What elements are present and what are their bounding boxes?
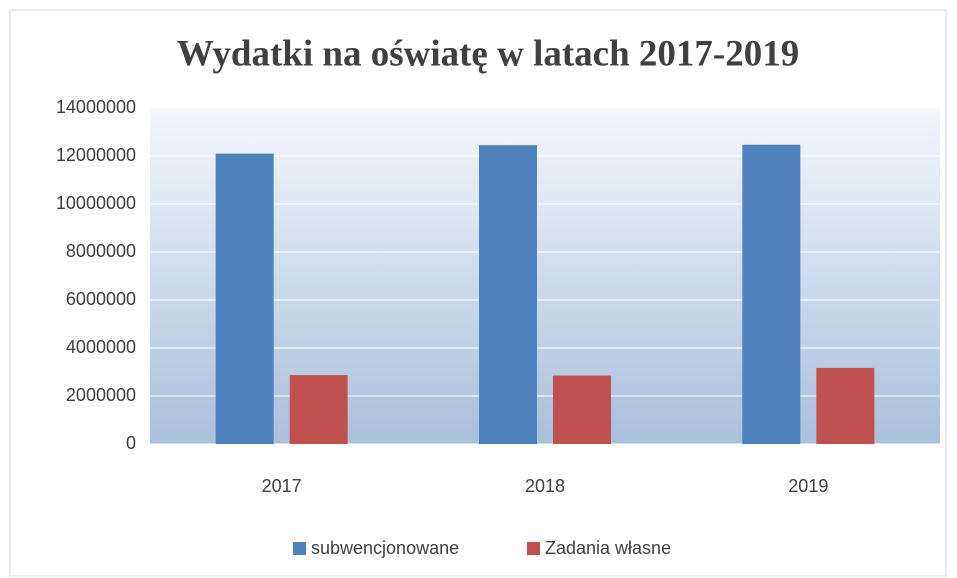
- x-tick-label: 2018: [525, 476, 565, 496]
- plot-area: [150, 108, 940, 444]
- legend-label: Zadania własne: [545, 538, 671, 558]
- chart-title: Wydatki na oświatę w latach 2017-2019: [177, 33, 800, 74]
- y-tick-label: 12000000: [56, 145, 136, 165]
- y-tick-label: 14000000: [56, 97, 136, 117]
- bar: [479, 145, 537, 444]
- legend-swatch: [293, 542, 306, 555]
- y-tick-label: 4000000: [66, 337, 136, 357]
- y-tick-label: 8000000: [66, 241, 136, 261]
- bar: [289, 375, 348, 444]
- bar: [742, 144, 801, 444]
- x-tick-label: 2017: [262, 476, 302, 496]
- y-tick-label: 6000000: [66, 289, 136, 309]
- y-tick-label: 0: [126, 433, 136, 453]
- x-tick-label: 2019: [788, 476, 828, 496]
- legend-label: subwencjonowane: [311, 538, 459, 558]
- bar: [553, 375, 611, 444]
- bar: [215, 153, 274, 444]
- legend-swatch: [527, 542, 540, 555]
- y-tick-label: 2000000: [66, 385, 136, 405]
- y-tick-label: 10000000: [56, 193, 136, 213]
- bar: [816, 367, 875, 444]
